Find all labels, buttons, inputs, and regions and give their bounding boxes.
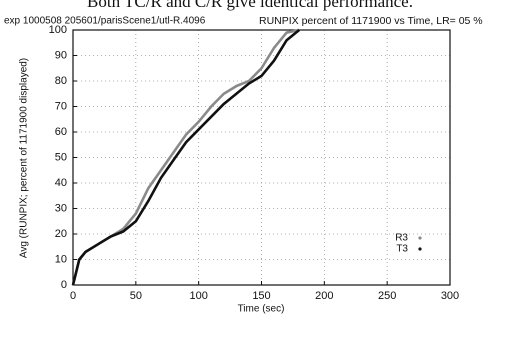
x-tick-label: 0 — [70, 290, 76, 302]
y-tick-label: 80 — [55, 75, 67, 87]
legend-marker — [418, 247, 422, 251]
y-tick-label: 40 — [55, 177, 67, 189]
x-tick-label: 100 — [189, 290, 207, 302]
y-axis-label: Avg (RUNPIX; percent of 1171900 displaye… — [19, 58, 30, 258]
y-tick-label: 30 — [55, 202, 67, 214]
y-tick-label: 20 — [55, 228, 67, 240]
plot-frame — [72, 29, 451, 286]
chart-subtitle: RUNPIX percent of 1171900 vs Time, LR= 0… — [259, 15, 483, 27]
x-tick-label: 300 — [441, 290, 459, 302]
legend-label: R3 — [395, 233, 408, 244]
x-tick-label: 150 — [252, 290, 270, 302]
x-tick-label: 250 — [378, 290, 396, 302]
legend-label: T3 — [396, 244, 408, 255]
y-tick-label: 0 — [61, 279, 67, 291]
y-tick-label: 90 — [55, 49, 67, 61]
x-axis-label: Time (sec) — [238, 304, 285, 315]
y-tick-label: 10 — [55, 253, 67, 265]
legend-marker — [418, 236, 422, 240]
x-tick-label: 200 — [315, 290, 333, 302]
y-tick-label: 100 — [49, 24, 67, 36]
y-tick-label: 70 — [55, 100, 67, 112]
caption: Both TC/R and C/R give identical perform… — [87, 0, 413, 11]
y-tick-label: 50 — [55, 151, 67, 163]
data-line — [71, 28, 301, 286]
y-tick-label: 60 — [55, 126, 67, 138]
x-tick-label: 50 — [130, 290, 142, 302]
chart-title: exp 1000508 205601/parisScene1/utl-R.409… — [4, 16, 206, 27]
